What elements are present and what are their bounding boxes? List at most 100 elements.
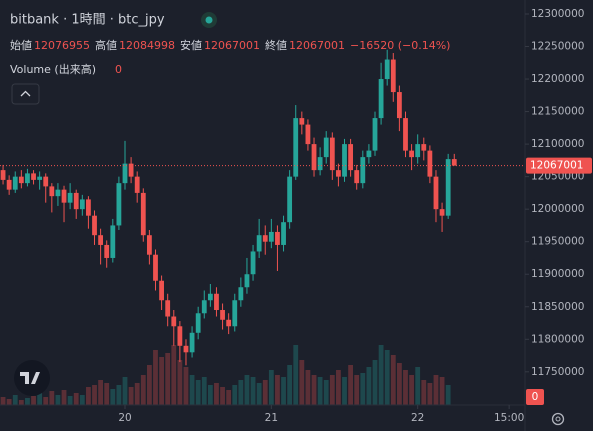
candle-body: [183, 345, 189, 353]
volume-bar: [287, 365, 293, 405]
volume-bar: [299, 360, 305, 405]
candle-body: [293, 118, 299, 177]
logo-bg: [14, 360, 50, 396]
volume-bar: [128, 387, 134, 405]
y-tick-label: 12250000: [531, 41, 584, 53]
candle-body: [43, 176, 49, 187]
candle-body: [439, 209, 445, 216]
volume-bar: [232, 385, 238, 405]
volume-bar: [140, 375, 146, 405]
candle-body: [232, 300, 238, 327]
candle-body: [79, 199, 85, 210]
candle-body: [348, 144, 354, 171]
candle-layer: [0, 49, 457, 366]
axes: 11750000 11800000 11850000 11900000 11950000…: [118, 8, 584, 424]
ohlc-label: 高値: [95, 38, 117, 52]
volume-bar: [226, 390, 232, 405]
ohlc-value: 12076955: [34, 39, 90, 52]
volume-bar: [12, 395, 18, 405]
candle-body: [6, 179, 12, 190]
candle-body: [390, 59, 396, 93]
y-tick-label: 12200000: [531, 73, 584, 85]
volume-bar: [354, 375, 360, 405]
volume-bar: [409, 375, 414, 405]
volume-bar: [305, 370, 311, 405]
candle-body: [177, 326, 183, 346]
volume-bar: [421, 380, 427, 405]
volume-bar: [268, 370, 274, 405]
volume-bar: [293, 345, 299, 405]
last-price-label: 12067001: [530, 160, 583, 172]
volume-bar: [220, 387, 225, 405]
candle-body: [25, 173, 30, 184]
volume-bar: [238, 380, 244, 405]
collapse-icon: [20, 90, 31, 97]
volume-bar: [116, 385, 122, 405]
volume-bar: [37, 393, 43, 405]
volume-bar: [275, 375, 280, 405]
volume-label: Volume (出来高): [10, 62, 96, 76]
volume-bar: [427, 383, 433, 405]
candle-body: [92, 215, 97, 236]
status-dot: [205, 16, 213, 24]
last-volume-label: 0: [532, 391, 539, 403]
candle-body: [256, 235, 262, 252]
candle-body: [98, 235, 104, 245]
candle-body: [61, 189, 67, 203]
volume-bar: [6, 399, 12, 405]
volume-bar: [0, 397, 6, 405]
volume-bar: [146, 365, 152, 405]
y-tick-label: 11750000: [531, 366, 584, 378]
y-tick-label: 11900000: [531, 268, 584, 280]
candle-body: [140, 192, 146, 236]
volume-bar: [372, 360, 378, 405]
candle-body: [415, 144, 421, 158]
candle-body: [354, 170, 360, 184]
y-tick-label: 12000000: [531, 203, 584, 215]
ohlc-value: 12067001: [204, 39, 260, 52]
candle-body: [378, 79, 384, 119]
volume-bar: [73, 393, 79, 405]
candle-body: [116, 183, 122, 226]
volume-bar: [165, 353, 171, 405]
candle-body: [311, 144, 317, 171]
collapse-button[interactable]: [11, 83, 40, 105]
volume-bar: [201, 377, 207, 405]
settings-icon-core: [555, 416, 561, 422]
volume-bar: [159, 357, 164, 405]
candle-body: [55, 189, 61, 197]
last-price-box: [526, 157, 592, 174]
candle-body: [122, 163, 128, 184]
volume-bar: [189, 375, 195, 405]
volume-bar: [86, 387, 91, 405]
candle-body: [195, 313, 201, 333]
volume-bar: [323, 380, 329, 405]
ohlc-label: 安値: [180, 38, 202, 52]
volume-layer: [0, 345, 451, 405]
volume-bar: [207, 385, 213, 405]
volume-bar: [433, 375, 439, 405]
volume-bar: [110, 389, 116, 405]
candle-body: [128, 163, 134, 177]
volume-bar: [55, 395, 61, 405]
candle-body: [0, 170, 6, 180]
y-tick-label: 11950000: [531, 236, 584, 248]
volume-bar: [92, 385, 97, 405]
volume-bar: [67, 396, 73, 405]
candle-body: [268, 231, 274, 242]
candle-body: [281, 222, 286, 245]
y-tick-label: 12300000: [531, 8, 584, 20]
candle-body: [360, 157, 366, 184]
volume-bar: [262, 380, 268, 405]
candle-body: [396, 92, 402, 119]
volume-bar: [336, 370, 341, 405]
settings-icon[interactable]: [551, 412, 565, 426]
candle-body: [427, 150, 433, 177]
candle-body: [342, 144, 347, 177]
volume-bar: [122, 377, 128, 405]
candle-body: [159, 280, 164, 301]
volume-bar: [256, 383, 262, 405]
candle-body: [323, 137, 329, 158]
volume-bar: [79, 395, 85, 405]
volume-bar: [134, 383, 140, 405]
